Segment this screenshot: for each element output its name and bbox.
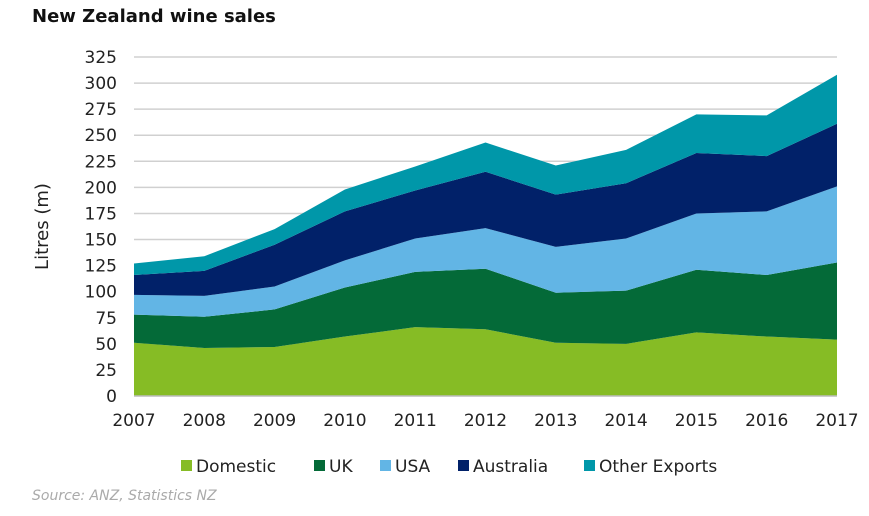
legend-swatch bbox=[584, 460, 595, 471]
x-tick-label: 2013 bbox=[534, 411, 577, 431]
area-usa bbox=[134, 186, 837, 317]
x-tick-label: 2014 bbox=[604, 411, 647, 431]
y-tick-label: 250 bbox=[85, 126, 117, 146]
x-tick-label: 2010 bbox=[323, 411, 366, 431]
y-tick-label: 100 bbox=[85, 283, 117, 303]
y-axis-label: Litres (m) bbox=[32, 183, 53, 270]
x-tick-label: 2017 bbox=[815, 411, 858, 431]
y-tick-label: 200 bbox=[85, 178, 117, 198]
y-tick-label: 0 bbox=[106, 387, 117, 407]
legend-label: Domestic bbox=[196, 457, 276, 477]
y-tick-label: 75 bbox=[95, 309, 117, 329]
chart-title: New Zealand wine sales bbox=[32, 6, 276, 27]
x-tick-label: 2011 bbox=[394, 411, 437, 431]
area-other-exports bbox=[134, 74, 837, 276]
legend-swatch bbox=[380, 460, 391, 471]
x-tick-label: 2015 bbox=[675, 411, 718, 431]
x-tick-label: 2012 bbox=[464, 411, 507, 431]
y-tick-label: 150 bbox=[85, 231, 117, 251]
legend-swatch bbox=[181, 460, 192, 471]
y-tick-label: 225 bbox=[85, 152, 117, 172]
area-australia bbox=[134, 123, 837, 296]
legend-label: Australia bbox=[473, 457, 548, 477]
y-tick-label: 125 bbox=[85, 257, 117, 277]
y-tick-label: 275 bbox=[85, 100, 117, 120]
x-tick-label: 2016 bbox=[745, 411, 788, 431]
x-tick-label: 2008 bbox=[183, 411, 226, 431]
area-uk bbox=[134, 262, 837, 349]
y-tick-label: 25 bbox=[95, 361, 117, 381]
legend-label: UK bbox=[329, 457, 353, 477]
x-tick-label: 2007 bbox=[112, 411, 155, 431]
x-tick-label: 2009 bbox=[253, 411, 296, 431]
legend-label: Other Exports bbox=[599, 457, 717, 477]
y-tick-label: 325 bbox=[85, 48, 117, 68]
source-note: Source: ANZ, Statistics NZ bbox=[32, 488, 217, 504]
y-tick-label: 50 bbox=[95, 335, 117, 355]
y-tick-label: 300 bbox=[85, 74, 117, 94]
legend-swatch bbox=[458, 460, 469, 471]
legend-label: USA bbox=[395, 457, 431, 477]
area-domestic bbox=[134, 327, 837, 396]
legend-swatch bbox=[314, 460, 325, 471]
y-tick-label: 175 bbox=[85, 204, 117, 224]
